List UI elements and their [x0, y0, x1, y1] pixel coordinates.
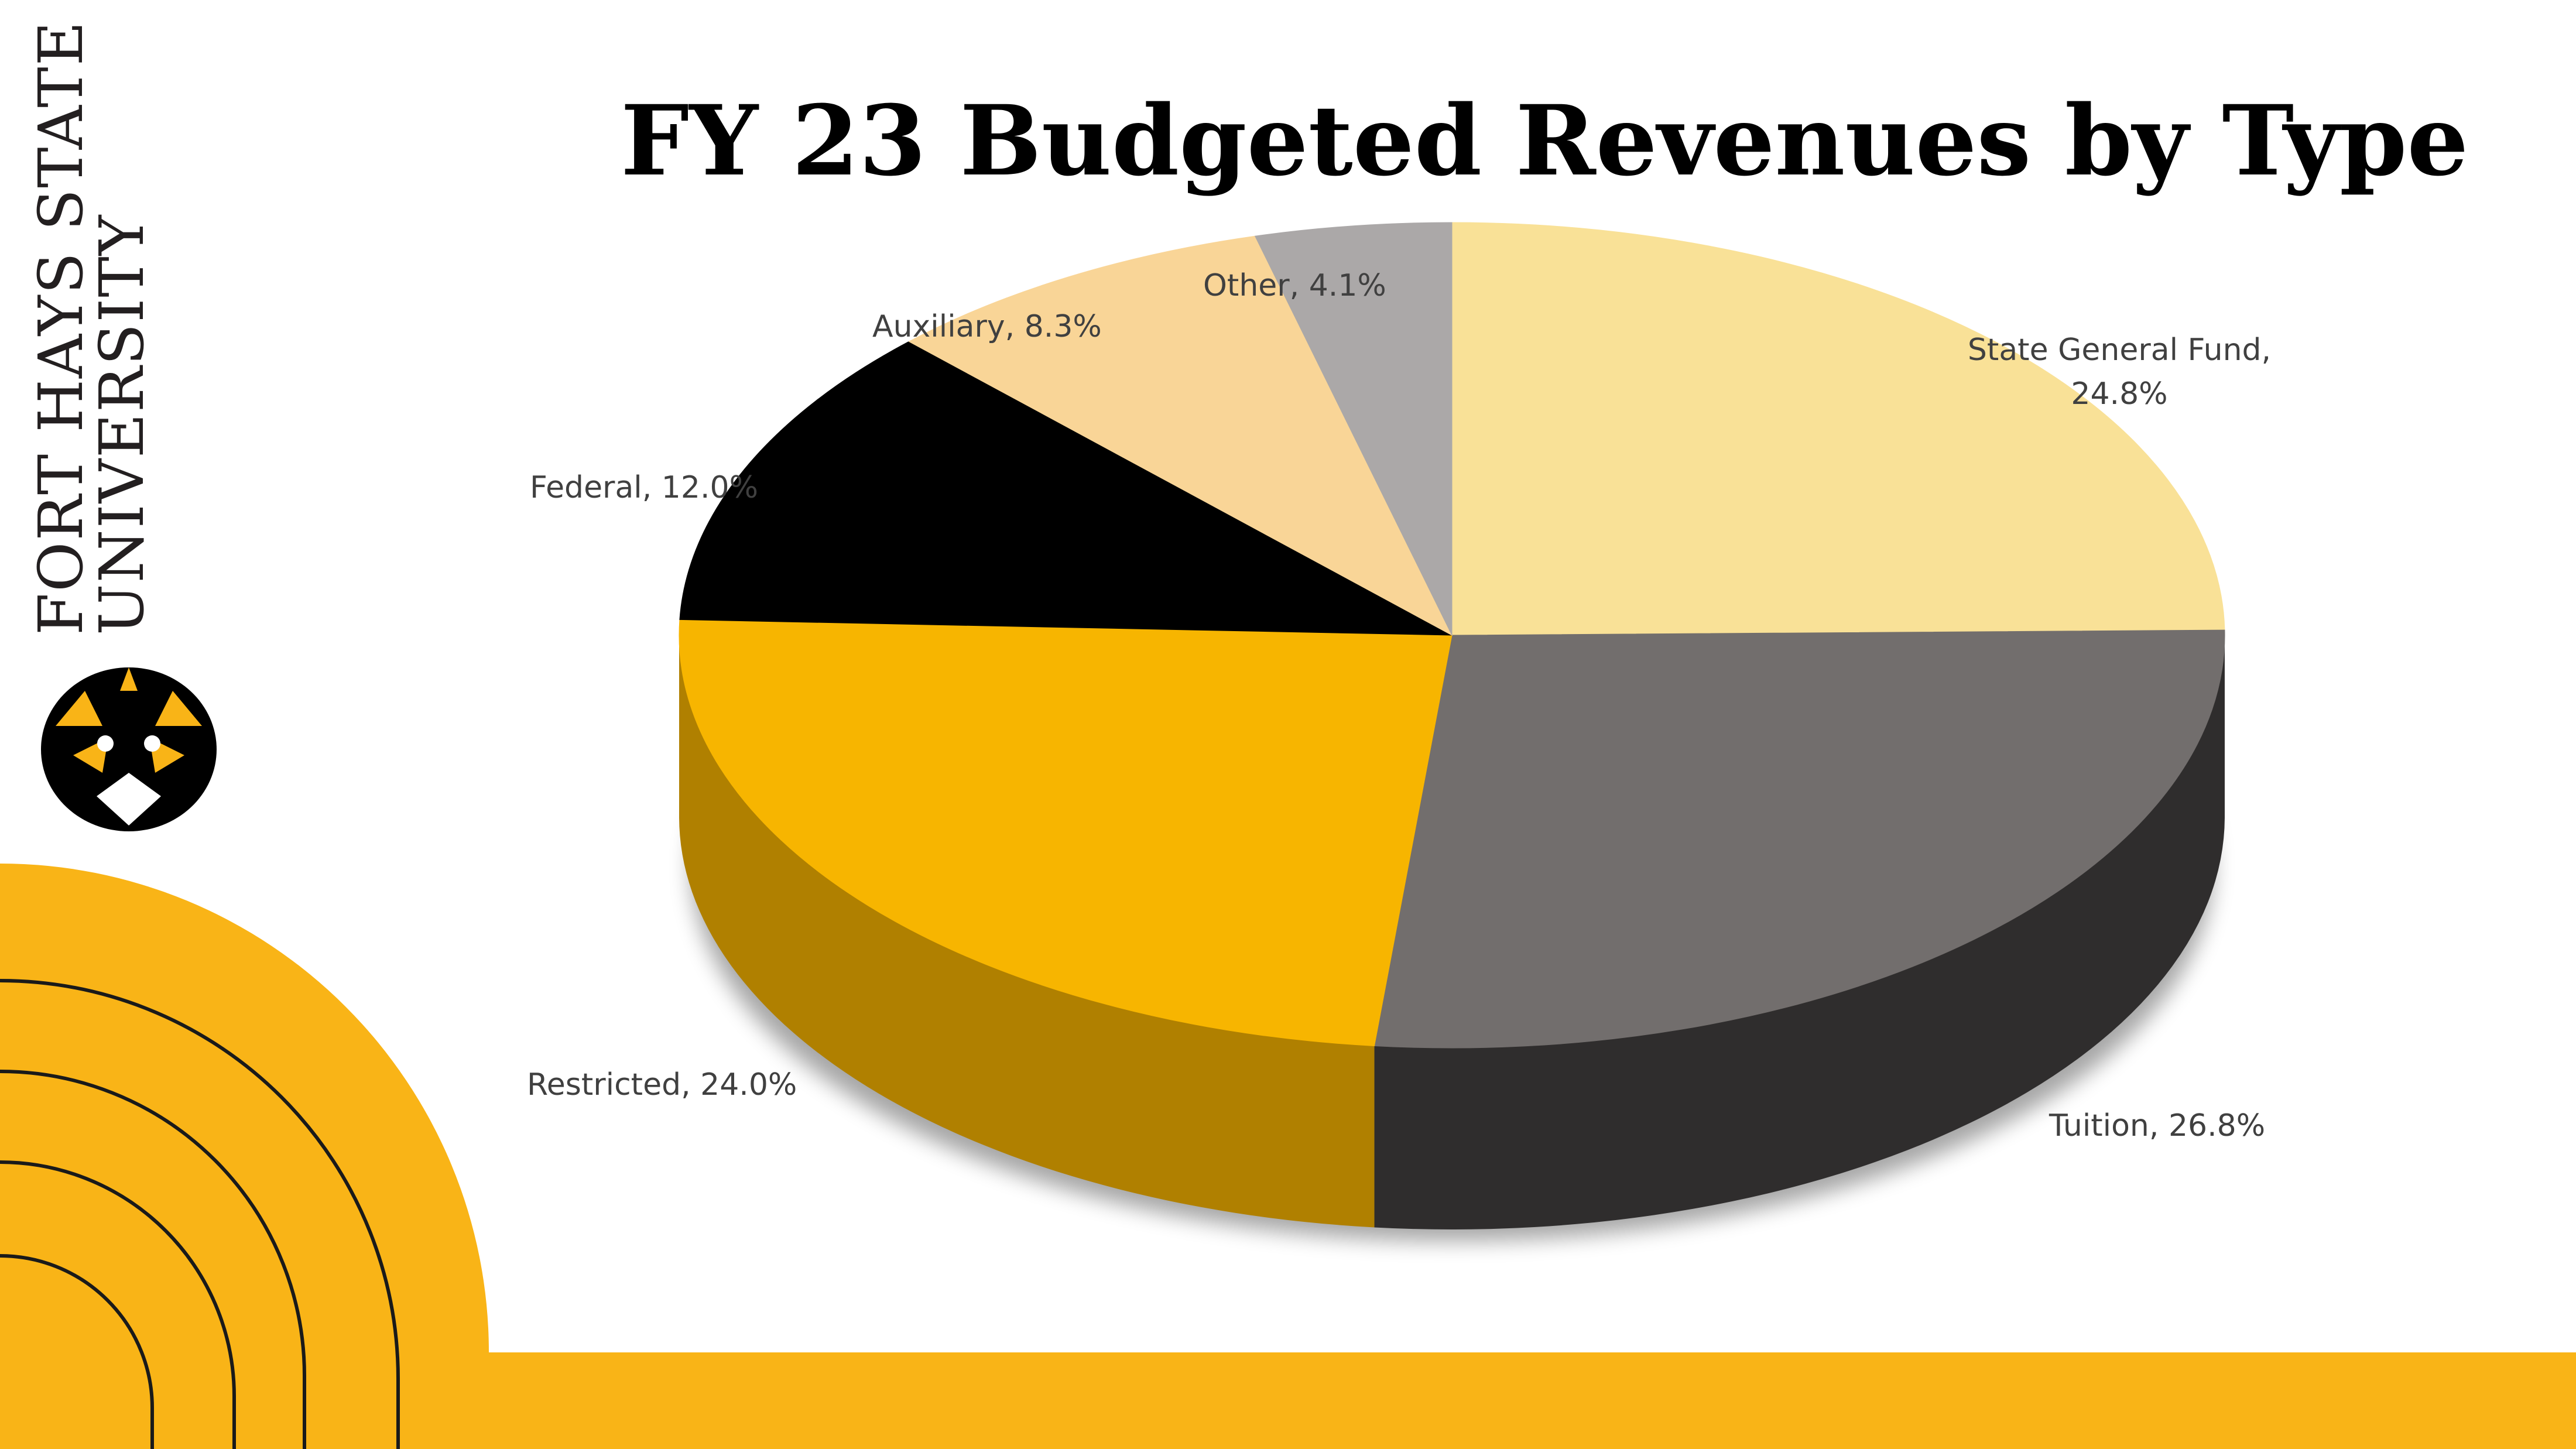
pie-slice-other	[1254, 222, 1453, 636]
pie-tops	[679, 222, 2225, 1049]
slice-label-federal: Federal, 12.0%	[530, 470, 758, 505]
slice-label-tuition: Tuition, 26.8%	[2049, 1108, 2265, 1143]
decor-arc-1	[0, 979, 400, 1449]
tiger-logo-icon	[41, 667, 217, 831]
gold-bottom-bar	[486, 1352, 2576, 1449]
pie-slice-tuition	[1373, 629, 2225, 1049]
pie-sides	[679, 635, 2225, 1229]
pie-labels: State General Fund, 24.8% Tuition, 26.8% Re…	[527, 268, 2271, 1143]
slice-label-auxiliary: Auxiliary, 8.3%	[872, 309, 1102, 344]
slice-label-state-general-fund: State General Fund,	[1968, 333, 2271, 368]
pie-slice-state-general-fund	[1451, 222, 2225, 636]
slice-label-state-general-fund-value: 24.8%	[2071, 376, 2167, 412]
slice-label-other: Other, 4.1%	[1203, 268, 1386, 303]
gold-quarter-circle	[0, 864, 489, 1449]
pie-slice-federal	[679, 341, 1453, 636]
pie-side-restricted	[679, 635, 1375, 1228]
chart-title: FY 23 Budgeted Revenues by Type	[621, 84, 2469, 197]
pie-slice-auxiliary	[908, 235, 1453, 636]
slice-label-restricted: Restricted, 24.0%	[527, 1067, 797, 1102]
pie-side-tuition	[1374, 635, 2225, 1229]
pie-slice-restricted	[679, 619, 1453, 1046]
decor-arc-2	[0, 1070, 306, 1449]
decor-arc-4	[0, 1254, 154, 1449]
decor-arc-3	[0, 1160, 236, 1449]
